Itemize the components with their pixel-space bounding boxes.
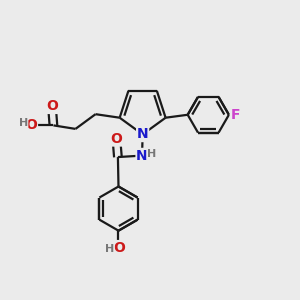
Text: H: H (105, 244, 114, 254)
Text: O: O (46, 99, 58, 113)
Text: H: H (19, 118, 28, 128)
Text: N: N (136, 148, 148, 163)
Text: N: N (137, 128, 148, 141)
Text: O: O (110, 132, 122, 146)
Text: O: O (114, 241, 126, 255)
Text: O: O (26, 118, 37, 132)
Text: F: F (231, 108, 240, 122)
Text: H: H (147, 149, 156, 159)
